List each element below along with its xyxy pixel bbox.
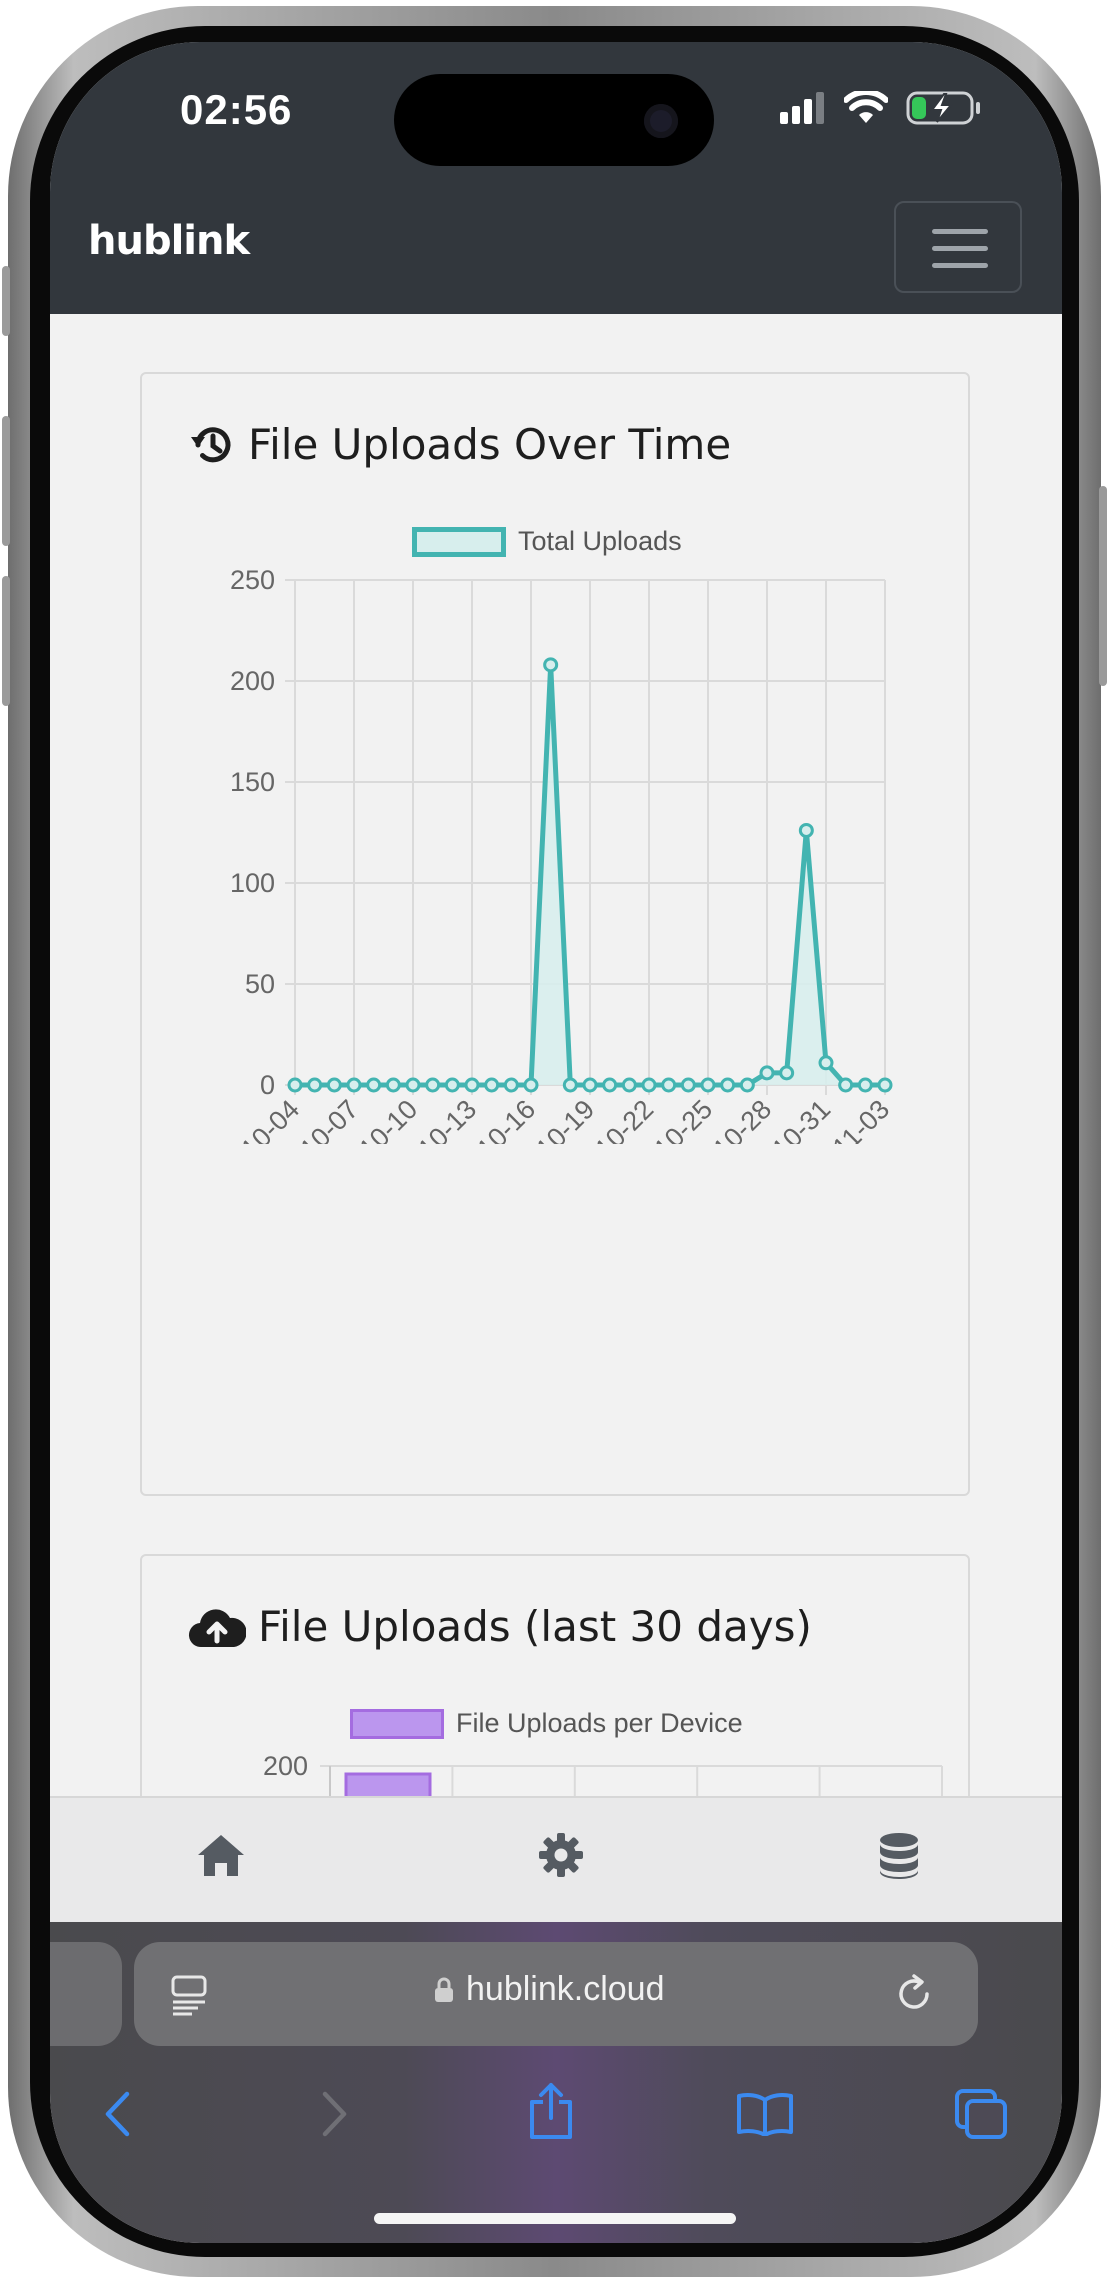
signal-icon <box>780 92 824 124</box>
gear-icon[interactable] <box>538 1832 584 1878</box>
data-point <box>326 1077 342 1093</box>
card-title-text: File Uploads (last 30 days) <box>258 1602 812 1651</box>
legend-label: Total Uploads <box>518 526 682 556</box>
battery-charging-icon <box>906 91 980 125</box>
data-point <box>366 1077 382 1093</box>
y-tick-label: 0 <box>260 1070 275 1100</box>
data-point <box>444 1077 460 1093</box>
database-icon[interactable] <box>878 1832 920 1880</box>
share-icon[interactable] <box>526 2082 576 2140</box>
data-point <box>641 1077 657 1093</box>
data-point <box>425 1077 441 1093</box>
data-point <box>838 1077 854 1093</box>
reload-icon[interactable] <box>894 1974 934 2014</box>
data-point <box>877 1077 893 1093</box>
status-time: 02:56 <box>180 86 293 133</box>
legend-swatch <box>412 526 506 557</box>
y-tick-label: 150 <box>230 767 275 797</box>
data-point <box>857 1077 873 1093</box>
previous-tab-preview[interactable] <box>50 1942 122 2046</box>
card-title: File Uploads (last 30 days) <box>188 1602 812 1651</box>
volume-up-button <box>2 416 10 546</box>
data-point <box>700 1077 716 1093</box>
home-icon[interactable] <box>196 1832 246 1878</box>
volume-down-button <box>2 576 10 706</box>
data-point <box>621 1077 637 1093</box>
reader-mode-icon[interactable] <box>170 1974 208 2016</box>
hamburger-line <box>932 246 988 251</box>
data-point <box>464 1077 480 1093</box>
data-point <box>503 1077 519 1093</box>
data-point <box>307 1077 323 1093</box>
y-tick-label: 100 <box>230 868 275 898</box>
y-tick-label: 50 <box>245 969 275 999</box>
y-tick-label: 200 <box>263 1751 308 1781</box>
data-point <box>287 1077 303 1093</box>
forward-icon[interactable] <box>320 2090 350 2138</box>
data-point <box>779 1065 795 1081</box>
card-title-text: File Uploads Over Time <box>248 420 732 469</box>
hamburger-line <box>932 229 988 234</box>
y-tick-label: 200 <box>230 666 275 696</box>
data-point <box>523 1077 539 1093</box>
camera-icon <box>644 104 678 138</box>
chart-legend[interactable]: Total Uploads <box>412 526 682 557</box>
data-point <box>543 657 559 673</box>
uploads-over-time-card: File Uploads Over Time Total Uploads 0 50… <box>140 372 970 1496</box>
hamburger-line <box>932 263 988 268</box>
browser-toolbar: hublink.cloud <box>50 1922 1062 2243</box>
data-point <box>562 1077 578 1093</box>
back-icon[interactable] <box>102 2090 132 2138</box>
data-point <box>582 1077 598 1093</box>
tabs-icon[interactable] <box>954 2088 1008 2140</box>
data-point <box>759 1065 775 1081</box>
wifi-icon <box>844 91 888 123</box>
uploads-line-chart: 0501001502002502024-10-042024-10-072024-… <box>186 565 895 1144</box>
history-icon <box>191 426 231 462</box>
data-point <box>720 1077 736 1093</box>
data-point <box>818 1055 834 1071</box>
address-bar[interactable]: hublink.cloud <box>134 1942 978 2046</box>
x-tick-label: 2024-10-04 <box>186 1094 305 1144</box>
screen: 02:56 hublink <box>50 42 1062 2243</box>
legend-swatch <box>350 1708 444 1739</box>
power-button <box>1099 486 1107 686</box>
data-point <box>680 1077 696 1093</box>
cloud-upload-icon <box>189 1608 246 1647</box>
data-point <box>602 1077 618 1093</box>
y-tick-label: 250 <box>230 565 275 595</box>
bottom-navigation <box>50 1796 1062 1924</box>
status-icons <box>780 90 982 126</box>
url-text: hublink.cloud <box>466 1970 665 2008</box>
data-point <box>405 1077 421 1093</box>
chart-legend[interactable]: File Uploads per Device <box>350 1708 743 1739</box>
lock-icon <box>435 1977 453 2002</box>
card-title: File Uploads Over Time <box>188 420 731 469</box>
data-point <box>798 822 814 838</box>
menu-toggle-button[interactable] <box>894 201 1022 293</box>
action-button <box>2 266 10 336</box>
brand-logo[interactable]: hublink <box>88 218 250 264</box>
data-point <box>385 1077 401 1093</box>
data-point <box>346 1077 362 1093</box>
app-header: 02:56 hublink <box>50 42 1062 314</box>
dynamic-island <box>394 74 714 166</box>
bookmarks-icon[interactable] <box>736 2092 794 2136</box>
data-point <box>739 1077 755 1093</box>
data-point <box>484 1077 500 1093</box>
data-point <box>661 1077 677 1093</box>
url-display[interactable]: hublink.cloud <box>434 1970 664 2009</box>
home-indicator <box>374 2213 736 2224</box>
legend-label: File Uploads per Device <box>456 1708 743 1738</box>
